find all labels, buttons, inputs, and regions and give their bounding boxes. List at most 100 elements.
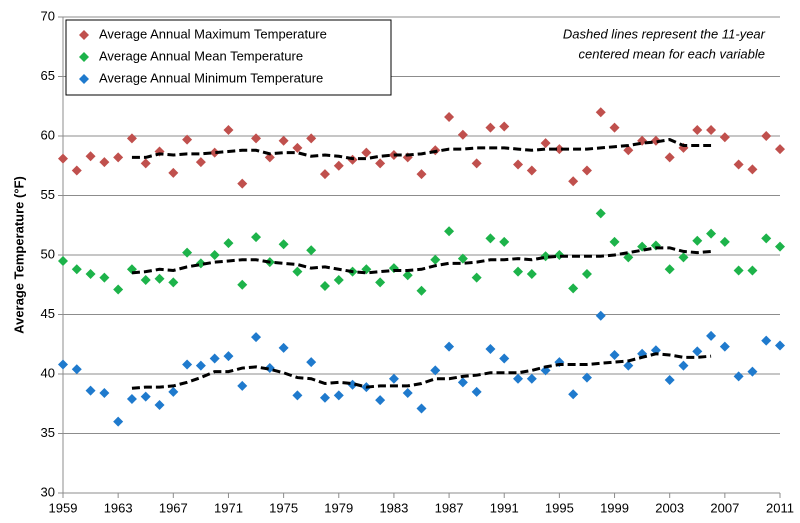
data-point [485, 122, 496, 133]
annotation: centered mean for each variable [579, 46, 765, 61]
legend-marker [79, 52, 89, 62]
data-point [209, 353, 220, 364]
data-point [154, 273, 165, 284]
y-tick-label: 70 [41, 8, 55, 23]
data-point [209, 147, 220, 158]
data-point [775, 144, 785, 155]
data-point [444, 226, 455, 237]
data-point [223, 238, 234, 249]
data-point [471, 272, 482, 283]
data-point [99, 272, 110, 283]
data-point [430, 254, 441, 265]
data-point [251, 133, 262, 144]
data-point [581, 165, 592, 176]
data-point [581, 269, 592, 280]
data-point [223, 125, 234, 136]
data-point [168, 167, 179, 178]
data-point [430, 365, 441, 376]
legend-box [65, 19, 392, 96]
data-point [306, 357, 317, 368]
data-point [292, 390, 303, 401]
data-point [747, 164, 758, 175]
y-tick-label: 65 [41, 68, 55, 83]
x-tick-label: 1975 [269, 500, 298, 515]
data-point [623, 360, 634, 371]
legend-label: Average Annual Mean Temperature [99, 48, 303, 63]
data-point [58, 255, 68, 266]
x-tick-label: 1987 [435, 500, 464, 515]
data-point [85, 385, 96, 396]
data-point [113, 416, 124, 427]
data-point [499, 236, 510, 247]
y-tick-label: 30 [41, 484, 55, 499]
data-point [195, 157, 206, 168]
data-point [471, 386, 482, 397]
data-point [581, 372, 592, 383]
y-tick-label: 50 [41, 246, 55, 261]
data-point [706, 228, 717, 239]
data-point [402, 270, 413, 281]
data-point [251, 332, 262, 343]
data-point [747, 366, 758, 377]
data-point [126, 133, 137, 144]
data-point [554, 144, 565, 155]
data-point [113, 284, 124, 295]
data-point [706, 125, 717, 136]
data-point [71, 264, 82, 275]
data-point [58, 153, 68, 164]
data-point [264, 363, 275, 374]
data-point [71, 364, 82, 375]
data-point [402, 388, 413, 399]
data-point [306, 133, 317, 144]
y-tick-label: 40 [41, 365, 55, 380]
data-point [333, 390, 344, 401]
data-point [251, 232, 262, 243]
data-point [375, 277, 386, 288]
data-point [416, 403, 427, 414]
data-point [375, 158, 386, 169]
data-point [140, 158, 151, 169]
data-point [444, 341, 455, 352]
data-point [513, 373, 524, 384]
data-point [182, 247, 193, 258]
x-tick-label: 1959 [49, 500, 78, 515]
x-tick-label: 1995 [545, 500, 574, 515]
x-tick-label: 1979 [324, 500, 353, 515]
data-point [195, 360, 206, 371]
data-point [140, 391, 151, 402]
data-point [278, 342, 289, 353]
data-point [126, 393, 137, 404]
x-tick-label: 2003 [655, 500, 684, 515]
data-point [623, 252, 634, 263]
x-tick-label: 1983 [379, 500, 408, 515]
data-point [568, 176, 579, 187]
x-tick-label: 2011 [766, 500, 794, 515]
data-point [168, 277, 179, 288]
data-point [775, 340, 785, 351]
data-point [485, 233, 496, 244]
data-point [264, 152, 275, 163]
data-point [361, 147, 372, 158]
annotation: Dashed lines represent the 11-year [563, 26, 766, 41]
legend-label: Average Annual Minimum Temperature [99, 70, 323, 85]
x-tick-label: 2007 [710, 500, 739, 515]
y-tick-label: 45 [41, 306, 55, 321]
legend-marker [79, 74, 89, 84]
data-point [526, 373, 537, 384]
x-tick-label: 1999 [600, 500, 629, 515]
data-point [457, 377, 468, 388]
data-point [333, 274, 344, 285]
y-axis-label: Average Temperature (°F) [11, 176, 26, 334]
data-point [513, 266, 524, 277]
data-point [182, 134, 193, 145]
data-point [733, 371, 744, 382]
data-point [719, 236, 730, 247]
x-tick-label: 1971 [214, 500, 243, 515]
trend-line [131, 352, 712, 390]
data-point [595, 208, 606, 219]
data-point [595, 107, 606, 118]
data-point [678, 252, 689, 263]
data-point [223, 351, 234, 362]
data-point [526, 269, 537, 280]
